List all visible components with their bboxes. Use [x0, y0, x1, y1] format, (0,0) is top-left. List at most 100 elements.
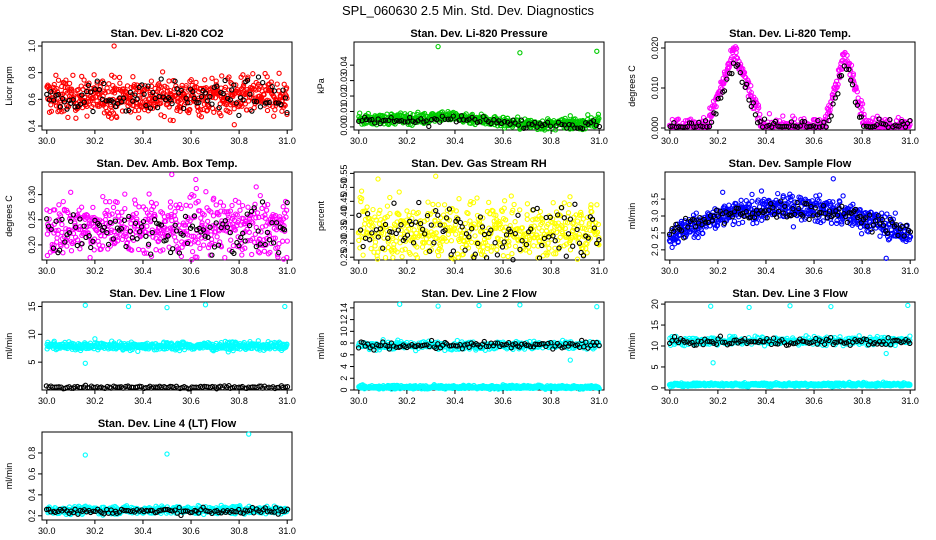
- reference-point: [375, 116, 381, 122]
- y-axis-label: ml/min: [4, 333, 14, 360]
- reference-point: [596, 123, 603, 130]
- x-tick-label: 30.2: [86, 396, 104, 406]
- reference-point: [457, 219, 464, 226]
- main-point: [195, 240, 201, 246]
- main-point: [276, 70, 282, 76]
- reference-point: [580, 125, 586, 132]
- reference-point: [249, 108, 255, 114]
- reference-point: [194, 100, 200, 106]
- reference-point: [158, 76, 164, 82]
- x-tick-label: 31.0: [278, 396, 296, 406]
- main-point: [239, 252, 245, 258]
- main-outlier: [435, 43, 441, 50]
- main-point: [387, 210, 393, 217]
- reference-point: [152, 95, 158, 102]
- main-outlier: [202, 302, 209, 308]
- reference-point: [266, 99, 272, 106]
- main-point: [739, 219, 746, 225]
- data-points: [355, 301, 602, 392]
- reference-point: [222, 77, 228, 84]
- main-point: [158, 84, 165, 90]
- panel-title: Stan. Dev. Li-820 Temp.: [729, 28, 851, 40]
- reference-point: [130, 98, 136, 104]
- main-point: [574, 256, 581, 262]
- y-tick-label: 0.6: [27, 93, 37, 106]
- x-tick-label: 30.8: [230, 136, 248, 146]
- main-point: [370, 206, 376, 213]
- main-point: [748, 83, 754, 89]
- main-point: [158, 100, 164, 106]
- main-point: [75, 86, 81, 93]
- x-tick-label: 30.6: [805, 136, 823, 146]
- y-tick-label: 0.00: [339, 118, 349, 136]
- x-tick-label: 31.0: [590, 136, 608, 146]
- reference-point: [458, 113, 465, 119]
- reference-point: [110, 99, 116, 105]
- main-point: [205, 218, 211, 225]
- main-point: [97, 84, 103, 90]
- reference-point: [143, 102, 149, 109]
- reference-point: [233, 100, 239, 106]
- reference-point: [547, 123, 554, 129]
- main-point: [164, 84, 170, 91]
- reference-point: [515, 122, 521, 128]
- reference-point: [238, 234, 244, 241]
- reference-point: [402, 119, 408, 125]
- main-point: [164, 88, 171, 94]
- reference-point: [835, 91, 841, 97]
- main-outlier: [375, 176, 381, 182]
- reference-point: [372, 120, 378, 126]
- main-point: [574, 218, 581, 224]
- reference-point: [44, 91, 50, 98]
- main-point: [244, 107, 250, 113]
- reference-point: [191, 95, 197, 101]
- x-tick-label: 30.4: [134, 266, 152, 276]
- reference-point: [202, 90, 209, 96]
- reference-point: [435, 212, 441, 218]
- main-point: [119, 108, 126, 114]
- reference-point: [412, 119, 418, 125]
- main-point: [222, 254, 228, 261]
- x-tick-label: 30.8: [853, 266, 871, 276]
- main-point: [63, 77, 69, 83]
- main-point: [209, 85, 215, 91]
- data-points: [356, 43, 603, 133]
- reference-point: [183, 95, 189, 101]
- x-tick-label: 30.6: [494, 266, 512, 276]
- main-point: [197, 245, 203, 252]
- plot-frame: [353, 41, 605, 131]
- main-point: [675, 116, 681, 122]
- main-point: [116, 74, 123, 81]
- reference-point: [380, 117, 386, 124]
- panel-3: Stan. Dev. Li-820 Temp.30.0 30.2 30.4 30.6 3…: [627, 28, 919, 146]
- main-point: [357, 110, 363, 116]
- main-point: [595, 111, 602, 117]
- main-point: [356, 237, 362, 244]
- main-point: [110, 110, 117, 116]
- main-point: [68, 248, 75, 254]
- main-point: [264, 74, 270, 80]
- x-tick-label: 30.8: [230, 266, 248, 276]
- main-point: [284, 238, 290, 244]
- main-point: [218, 112, 224, 119]
- main-point: [172, 209, 178, 215]
- reference-point: [450, 113, 456, 119]
- main-point: [214, 234, 220, 240]
- main-point: [511, 201, 517, 208]
- main-point: [362, 221, 368, 227]
- main-point: [453, 231, 459, 237]
- reference-point: [172, 78, 178, 84]
- main-point: [500, 253, 506, 259]
- y-tick-label: 0.01: [339, 103, 349, 121]
- figure-title: SPL_060630 2.5 Min. Std. Dev. Diagnostic…: [342, 3, 594, 18]
- reference-point: [553, 123, 559, 129]
- y-tick-label: 0.8: [27, 66, 37, 79]
- main-point: [430, 201, 436, 208]
- main-point: [594, 202, 600, 208]
- reference-point: [185, 100, 191, 106]
- reference-point: [532, 119, 538, 126]
- main-point: [240, 72, 246, 78]
- reference-point: [154, 104, 161, 111]
- main-point: [60, 198, 66, 205]
